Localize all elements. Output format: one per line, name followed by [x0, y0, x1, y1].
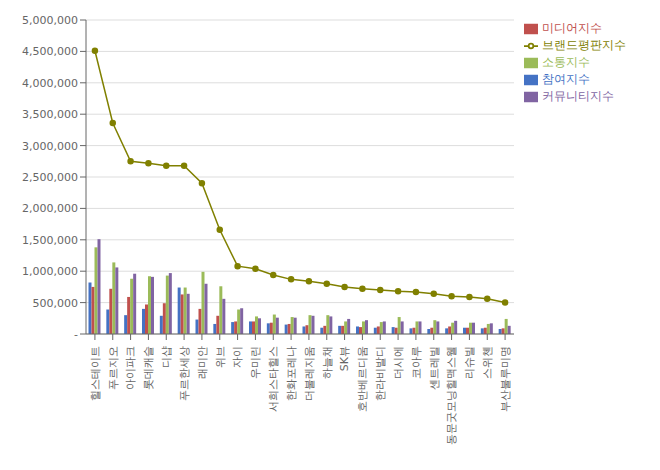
svg-text:아이파크: 아이파크 — [124, 346, 137, 390]
svg-text:2,000,000: 2,000,000 — [22, 202, 78, 215]
html-text:참여지수: 참여지수 — [542, 72, 590, 86]
svg-text:우미린: 우미린 — [249, 346, 262, 379]
svg-text:더시에: 더시에 — [392, 346, 405, 379]
svg-text:자이: 자이 — [231, 346, 244, 368]
svg-text:더불레지움: 더불레지움 — [303, 346, 316, 401]
svg-text:동문굿모닝힐맥스웰: 동문굿모닝힐맥스웰 — [445, 346, 458, 445]
svg-text:2,500,000: 2,500,000 — [22, 171, 78, 184]
svg-text:하늘채: 하늘채 — [321, 346, 334, 379]
svg-text:4,000,000: 4,000,000 — [22, 77, 78, 90]
svg-text:힐스테이트: 힐스테이트 — [89, 346, 102, 401]
svg-text:롯데캐슬: 롯데캐슬 — [142, 346, 155, 390]
html-text:소통지수: 소통지수 — [542, 55, 590, 69]
svg-text:부산불루미명: 부산불루미명 — [499, 346, 512, 412]
svg-text:3,500,000: 3,500,000 — [22, 108, 78, 121]
svg-text:코아루: 코아루 — [410, 346, 423, 379]
svg-text:래미안: 래미안 — [196, 346, 209, 379]
svg-text:서희스타힐스: 서희스타힐스 — [267, 346, 280, 412]
svg-text:한화포레나: 한화포레나 — [285, 346, 298, 401]
svg-text:푸르지오: 푸르지오 — [107, 346, 120, 390]
svg-text:리슈빌: 리슈빌 — [463, 346, 476, 379]
html-text:미디어지수: 미디어지수 — [542, 21, 602, 35]
svg-text:4,500,000: 4,500,000 — [22, 45, 78, 58]
svg-text:호반베르디움: 호반베르디움 — [356, 346, 369, 412]
html-text:브랜드평판지수: 브랜드평판지수 — [542, 38, 626, 52]
svg-text:3,000,000: 3,000,000 — [22, 140, 78, 153]
svg-text:-: - — [74, 328, 78, 341]
svg-text:500,000: 500,000 — [33, 297, 79, 310]
svg-text:센트레빌: 센트레빌 — [428, 346, 441, 390]
html-text:커뮤니티지수: 커뮤니티지수 — [542, 89, 614, 103]
svg-text:스위첸: 스위첸 — [481, 346, 494, 379]
svg-text:SK뷰: SK뷰 — [338, 346, 351, 371]
svg-text:5,000,000: 5,000,000 — [22, 14, 78, 27]
svg-text:푸르한세상: 푸르한세상 — [178, 346, 191, 401]
svg-text:한라비발디: 한라비발디 — [374, 346, 387, 401]
svg-text:디샵: 디샵 — [160, 346, 173, 368]
svg-text:위브: 위브 — [214, 346, 227, 368]
svg-text:1,000,000: 1,000,000 — [22, 265, 78, 278]
svg-text:1,500,000: 1,500,000 — [22, 234, 78, 247]
